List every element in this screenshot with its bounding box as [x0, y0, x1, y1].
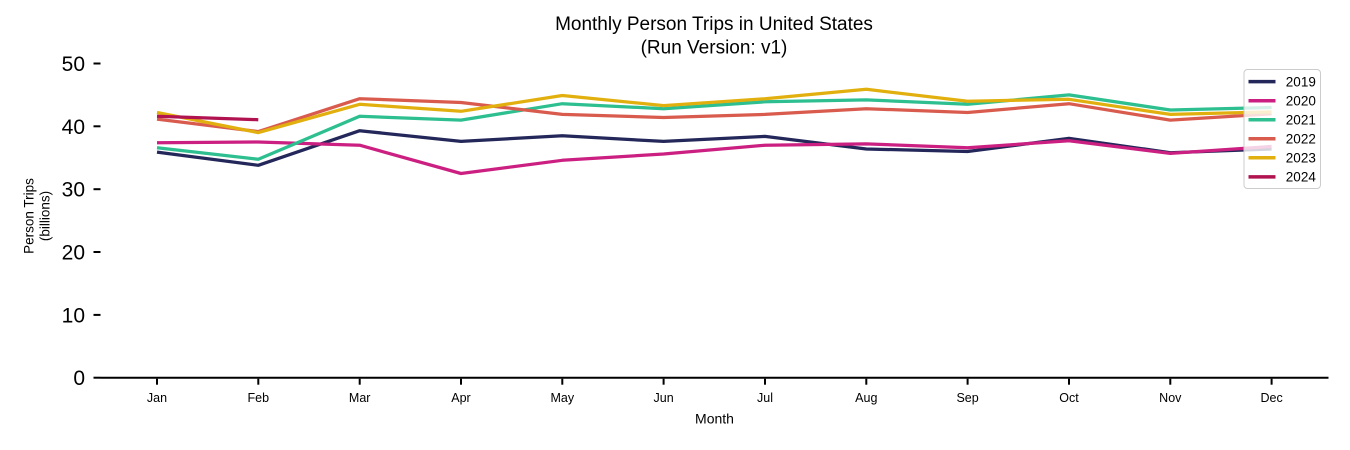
svg-text:Jul: Jul	[757, 391, 773, 405]
svg-text:Month: Month	[695, 411, 734, 427]
svg-text:Person Trips: Person Trips	[22, 178, 37, 254]
svg-text:Jun: Jun	[654, 391, 674, 405]
svg-text:Mar: Mar	[349, 391, 371, 405]
svg-text:Oct: Oct	[1059, 391, 1079, 405]
svg-text:2022: 2022	[1286, 132, 1316, 147]
svg-text:(billions): (billions)	[38, 191, 53, 241]
svg-text:0: 0	[73, 367, 85, 390]
svg-text:40: 40	[62, 116, 85, 139]
svg-text:2021: 2021	[1286, 112, 1316, 127]
svg-text:Feb: Feb	[248, 391, 270, 405]
svg-text:Jan: Jan	[147, 391, 167, 405]
svg-text:Monthly Person Trips in United: Monthly Person Trips in United States	[555, 14, 873, 35]
svg-text:May: May	[550, 391, 574, 405]
svg-text:Aug: Aug	[855, 391, 877, 405]
svg-text:30: 30	[62, 179, 85, 202]
svg-text:2019: 2019	[1286, 74, 1316, 89]
svg-text:10: 10	[62, 304, 85, 327]
svg-text:2020: 2020	[1286, 93, 1316, 108]
svg-text:(Run Version: v1): (Run Version: v1)	[641, 37, 788, 58]
svg-text:50: 50	[62, 53, 85, 76]
svg-text:20: 20	[62, 242, 85, 265]
svg-text:2023: 2023	[1286, 151, 1316, 166]
svg-text:Apr: Apr	[451, 391, 470, 405]
svg-text:Sep: Sep	[956, 391, 978, 405]
svg-text:2024: 2024	[1286, 170, 1317, 185]
svg-text:Dec: Dec	[1260, 391, 1282, 405]
svg-text:Nov: Nov	[1159, 391, 1182, 405]
